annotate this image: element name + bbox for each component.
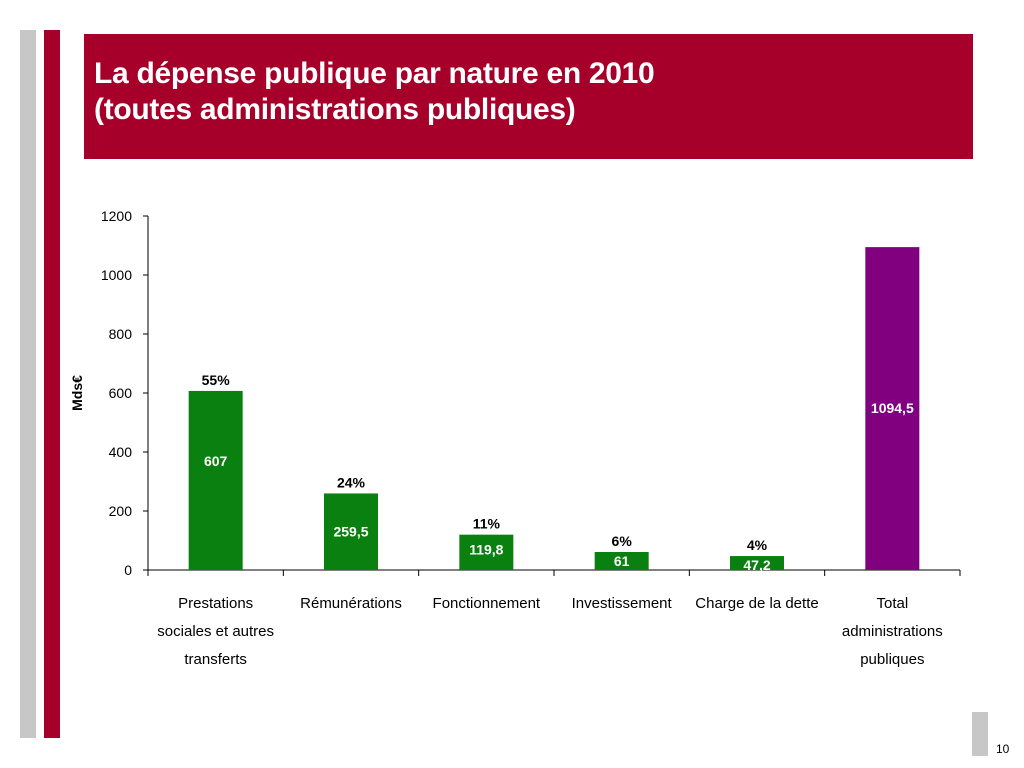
x-category-label: transferts: [184, 651, 247, 668]
bar-percent-label: 6%: [612, 533, 633, 549]
x-category-label: publiques: [860, 651, 924, 668]
bar: [865, 247, 920, 570]
y-axis-label: Mds€: [69, 375, 85, 411]
bar-percent-label: 24%: [337, 474, 366, 490]
y-tick-label: 600: [109, 385, 133, 401]
y-tick-label: 800: [109, 326, 133, 342]
decorative-gray-stripe: [20, 30, 36, 738]
bar: [188, 390, 243, 570]
slide-title: La dépense publique par nature en 2010: [94, 57, 655, 90]
bar-value-label: 607: [204, 453, 228, 469]
x-category-label: administrations: [842, 623, 943, 640]
bar-percent-label: 4%: [747, 537, 768, 553]
bar-value-label: 119,8: [469, 542, 503, 558]
x-category-label: Prestations: [178, 595, 253, 612]
bar-value-label: 61: [614, 553, 630, 569]
bar-value-label: 1094,5: [871, 400, 914, 416]
x-category-label: Investissement: [572, 595, 673, 612]
title-band: La dépense publique par nature en 2010 (…: [84, 34, 973, 159]
bar-percent-label: 11%: [473, 516, 501, 532]
x-category-label: Fonctionnement: [433, 595, 541, 612]
bar: [730, 556, 784, 570]
y-tick-label: 1000: [101, 267, 132, 283]
bar: [594, 552, 649, 570]
y-tick-label: 400: [109, 444, 133, 460]
x-category-label: sociales et autres: [157, 623, 274, 640]
slide-subtitle: (toutes administrations publiques): [94, 93, 576, 126]
bar-percent-label: 55%: [202, 372, 231, 388]
page-number: 10: [996, 742, 1010, 756]
bar-value-label: 259,5: [333, 523, 368, 539]
bar: [324, 493, 378, 570]
bar: [459, 534, 514, 570]
decorative-red-stripe: [44, 30, 60, 738]
y-tick-label: 200: [109, 503, 133, 519]
decorative-footer-box: [972, 712, 988, 756]
x-category-label: Total: [876, 595, 908, 612]
x-category-label: Charge de la dette: [695, 595, 818, 612]
bar-value-label: 47,2: [743, 557, 770, 573]
y-tick-label: 1200: [101, 208, 132, 224]
y-tick-label: 0: [124, 562, 132, 578]
x-category-label: Rémunérations: [300, 595, 402, 612]
